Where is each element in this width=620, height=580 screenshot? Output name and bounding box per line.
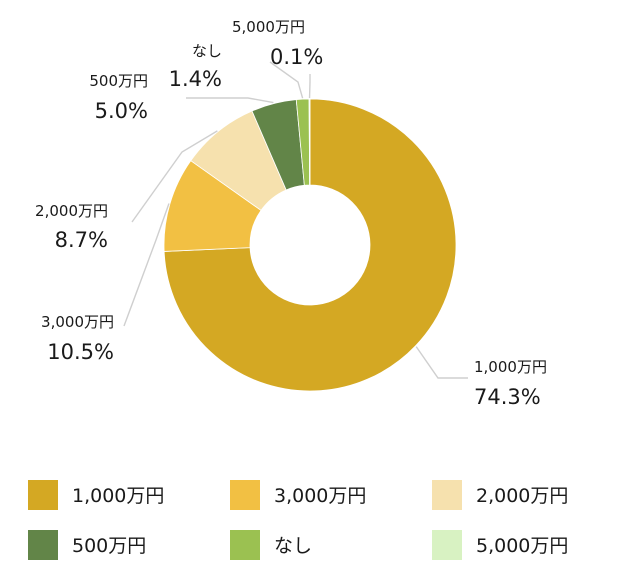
- legend-item-500: 500万円: [28, 530, 146, 560]
- label-value-3000: 10.5%: [47, 340, 114, 364]
- slice-1000: [163, 98, 457, 392]
- label-value-500: 5.0%: [95, 99, 148, 123]
- legend-label-2000: 2,000万円: [476, 485, 568, 507]
- leader-line-1000: [415, 346, 468, 379]
- leader-line-500: [186, 97, 274, 104]
- slice-5000: [308, 98, 311, 186]
- leader-lines: [123, 61, 468, 379]
- legend-label-3000: 3,000万円: [274, 485, 366, 507]
- label-name-none: なし: [192, 42, 222, 60]
- legend-label-1000: 1,000万円: [72, 485, 164, 507]
- leader-line-3000: [123, 203, 170, 327]
- legend-label-500: 500万円: [72, 535, 146, 557]
- legend-item-none: なし: [230, 530, 312, 560]
- legend-item-1000: 1,000万円: [28, 480, 164, 510]
- leader-line-none: [269, 61, 304, 99]
- legend-swatch-none: [230, 530, 260, 560]
- legend-swatch-5000: [432, 530, 462, 560]
- legend: 1,000万円 3,000万円 2,000万円 500万円 なし 5,000万円: [28, 480, 568, 560]
- label-name-3000: 3,000万円: [41, 313, 114, 331]
- label-name-5000: 5,000万円: [232, 18, 305, 36]
- slice-labels: 1,000万円 74.3% 3,000万円 10.5% 2,000万円 8.7% 500万円…: [35, 18, 547, 409]
- legend-item-2000: 2,000万円: [432, 480, 568, 510]
- label-name-500: 500万円: [89, 72, 148, 90]
- legend-swatch-1000: [28, 480, 58, 510]
- legend-item-5000: 5,000万円: [432, 530, 568, 560]
- label-value-5000: 0.1%: [270, 45, 323, 69]
- label-name-2000: 2,000万円: [35, 202, 108, 220]
- chart-slices: [163, 98, 457, 392]
- legend-swatch-3000: [230, 480, 260, 510]
- legend-item-3000: 3,000万円: [230, 480, 366, 510]
- label-name-1000: 1,000万円: [474, 358, 547, 376]
- label-value-none: 1.4%: [169, 67, 222, 91]
- legend-swatch-2000: [432, 480, 462, 510]
- label-value-2000: 8.7%: [55, 228, 108, 252]
- leader-line-2000: [131, 130, 218, 223]
- legend-label-none: なし: [274, 535, 312, 557]
- legend-swatch-500: [28, 530, 58, 560]
- legend-label-5000: 5,000万円: [476, 535, 568, 557]
- label-value-1000: 74.3%: [474, 385, 541, 409]
